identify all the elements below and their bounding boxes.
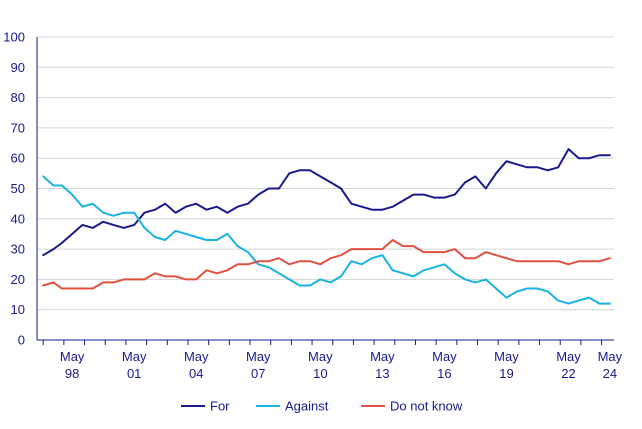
- x-tick-label: 19: [499, 366, 513, 381]
- x-tick-label: 01: [127, 366, 141, 381]
- y-tick-label: 90: [11, 60, 25, 75]
- x-tick-label: May: [494, 349, 519, 364]
- legend-label: Against: [285, 399, 329, 414]
- x-tick-label: May: [60, 349, 85, 364]
- x-tick-label: 04: [189, 366, 203, 381]
- y-tick-label: 80: [11, 90, 25, 105]
- legend: For Against Do not know: [181, 399, 463, 414]
- x-tick-label: May: [432, 349, 457, 364]
- series-line-against: [42, 175, 611, 305]
- x-tick-label: May: [598, 349, 623, 364]
- x-tick-label: May: [308, 349, 333, 364]
- axes: 0 10 20 30 40 50 60 70 80 90 100 May 98 May 01 May 04 May…: [3, 30, 622, 382]
- x-tick-label: 13: [375, 366, 389, 381]
- series-group: [42, 148, 611, 305]
- grid: [37, 36, 614, 311]
- x-tick-label: 16: [437, 366, 451, 381]
- series-line-do-not-know: [42, 239, 611, 290]
- y-tick-label: 10: [11, 302, 25, 317]
- series-line-for: [42, 148, 611, 257]
- x-tick-label: 07: [251, 366, 265, 381]
- x-tick-label: 24: [603, 366, 617, 381]
- x-tick-label: 10: [313, 366, 327, 381]
- x-tick-label: May: [246, 349, 271, 364]
- y-tick-label: 60: [11, 151, 25, 166]
- y-tick-label: 50: [11, 181, 25, 196]
- y-tick-label: 70: [11, 120, 25, 135]
- legend-label: Do not know: [390, 399, 463, 414]
- y-tick-label: 30: [11, 242, 25, 257]
- y-tick-label: 0: [18, 333, 25, 348]
- y-tick-label: 20: [11, 272, 25, 287]
- legend-label: For: [210, 399, 230, 414]
- x-tick-label: 98: [65, 366, 79, 381]
- x-tick-label: May: [556, 349, 581, 364]
- x-tick-label: 22: [561, 366, 575, 381]
- x-tick-label: May: [370, 349, 395, 364]
- y-tick-label: 100: [3, 30, 25, 45]
- x-tick-label: May: [184, 349, 209, 364]
- y-tick-label: 40: [11, 211, 25, 226]
- x-tick-label: May: [122, 349, 147, 364]
